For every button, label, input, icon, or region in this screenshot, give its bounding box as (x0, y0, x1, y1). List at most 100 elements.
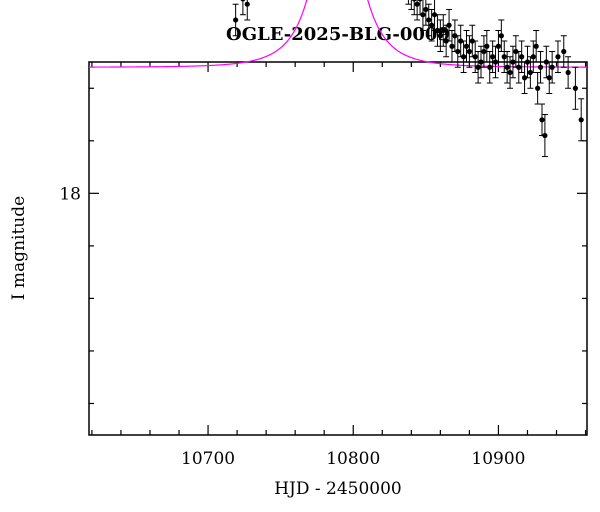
data-point (411, 0, 418, 16)
data-point (498, 19, 505, 52)
data-point (440, 14, 447, 47)
data-marker (478, 59, 484, 65)
data-point (244, 0, 251, 21)
data-marker (417, 0, 423, 2)
data-point (533, 29, 540, 63)
data-marker (549, 64, 555, 70)
data-marker (561, 48, 567, 55)
data-point (472, 40, 479, 74)
data-marker (463, 43, 470, 49)
data-point (483, 29, 490, 63)
data-marker (475, 64, 481, 70)
y-tick-label: 18 (59, 184, 81, 204)
data-marker (516, 64, 522, 70)
data-marker (484, 43, 490, 49)
data-point (495, 29, 502, 63)
y-axis-label: I magnitude (9, 196, 29, 300)
data-marker (481, 48, 487, 55)
data-point (454, 35, 461, 68)
data-point (478, 45, 485, 79)
x-tick-label: 10800 (326, 449, 380, 469)
data-marker (244, 1, 250, 7)
x-tick-label: 10900 (471, 449, 525, 469)
data-point (560, 35, 567, 68)
data-point (534, 72, 541, 105)
data-point (509, 45, 516, 79)
data-point (554, 40, 561, 74)
data-marker (510, 59, 516, 65)
data-point (448, 29, 455, 63)
data-marker (233, 17, 239, 23)
data-point (446, 8, 453, 42)
data-point (507, 56, 514, 89)
data-marker (519, 54, 525, 60)
data-marker (572, 85, 578, 91)
data-marker (466, 48, 472, 55)
data-marker (539, 117, 545, 123)
data-marker (565, 69, 571, 76)
data-marker (578, 117, 584, 123)
data-point (466, 35, 473, 68)
axis-ticks (89, 62, 587, 435)
data-marker (434, 27, 441, 34)
data-marker (429, 22, 435, 28)
data-point (565, 56, 572, 89)
data-marker (240, 0, 246, 2)
axis-tick-labels: 1070010800109001717.518 (59, 184, 525, 469)
data-marker (530, 54, 536, 60)
data-marker (501, 54, 507, 60)
data-point (549, 50, 556, 84)
data-marker (495, 43, 502, 49)
data-marker (504, 64, 510, 70)
data-point (546, 61, 553, 95)
data-marker (507, 69, 513, 76)
data-point (460, 40, 467, 74)
data-marker (537, 64, 544, 70)
data-point (538, 103, 545, 137)
data-marker (414, 1, 420, 7)
data-marker (490, 54, 496, 60)
data-points-layer (232, 0, 585, 158)
chart-title: OGLE-2025-BLG-0009 (226, 24, 450, 45)
data-point (530, 40, 537, 74)
data-point (524, 45, 531, 79)
data-marker (460, 54, 467, 60)
data-marker (542, 132, 548, 139)
x-tick-label: 10700 (181, 449, 235, 469)
data-point (232, 3, 239, 37)
data-point (239, 0, 246, 16)
data-point (405, 0, 412, 5)
data-point (501, 40, 508, 74)
data-marker (472, 54, 478, 60)
data-point (486, 50, 493, 84)
data-marker (524, 59, 531, 65)
data-marker (449, 43, 455, 49)
data-point (515, 50, 522, 84)
data-point (578, 98, 585, 142)
data-marker (426, 17, 432, 23)
data-marker (446, 22, 452, 28)
data-marker (411, 0, 417, 2)
x-axis-label: HJD - 2450000 (274, 479, 402, 499)
data-point (518, 40, 525, 74)
data-marker (546, 75, 552, 81)
data-marker (487, 64, 493, 70)
data-point (428, 8, 435, 42)
data-marker (420, 12, 426, 18)
data-point (537, 50, 544, 84)
data-marker (533, 43, 539, 49)
data-point (414, 0, 421, 21)
data-point (572, 66, 579, 110)
data-marker (535, 85, 541, 91)
data-marker (437, 33, 443, 39)
data-point (408, 0, 415, 10)
data-marker (440, 27, 446, 34)
data-marker (423, 6, 429, 13)
plot-frame (88, 61, 588, 436)
data-marker (455, 48, 461, 55)
data-marker (555, 54, 561, 60)
data-point (541, 114, 548, 158)
data-marker (498, 33, 504, 39)
data-point (422, 0, 429, 26)
